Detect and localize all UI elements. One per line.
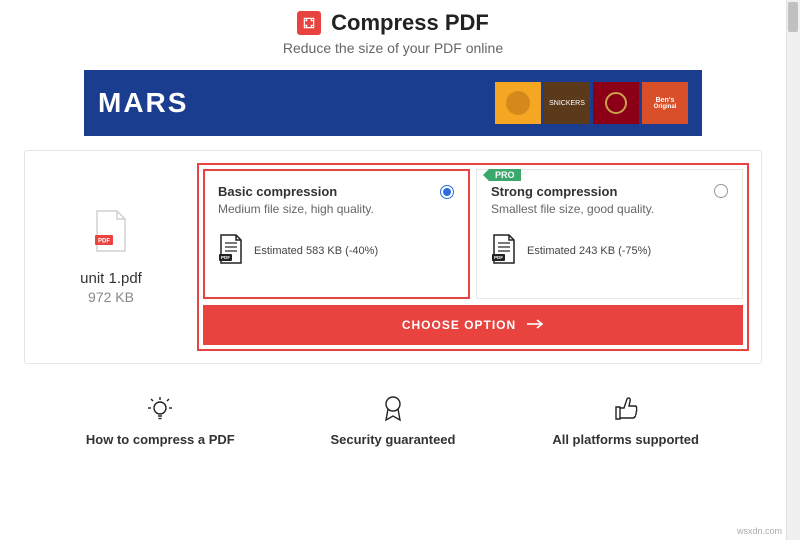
feature-title: All platforms supported bbox=[552, 432, 699, 447]
feature-title: Security guaranteed bbox=[330, 432, 455, 447]
radio-unselected-icon[interactable] bbox=[714, 184, 728, 198]
page-title: Compress PDF bbox=[331, 10, 489, 36]
option-desc: Smallest file size, good quality. bbox=[491, 202, 728, 216]
scroll-thumb[interactable] bbox=[788, 2, 798, 32]
estimate-text: Estimated 243 KB (-75%) bbox=[527, 245, 651, 257]
choose-option-button[interactable]: CHOOSE OPTION bbox=[203, 305, 743, 345]
watermark: wsxdn.com bbox=[737, 526, 782, 536]
svg-text:PDF: PDF bbox=[221, 255, 230, 260]
scrollbar[interactable]: ▲ bbox=[786, 0, 800, 540]
svg-text:PDF: PDF bbox=[98, 239, 110, 245]
features-row: How to compress a PDF Security guarantee… bbox=[24, 394, 762, 447]
ad-brand-text: MARS bbox=[98, 87, 188, 119]
award-icon bbox=[382, 394, 404, 422]
thumbs-up-icon bbox=[613, 394, 639, 422]
svg-text:PDF: PDF bbox=[494, 255, 503, 260]
ad-banner[interactable]: MARS SNICKERS Ben'sOriginal bbox=[84, 70, 702, 136]
arrow-right-icon bbox=[526, 318, 544, 332]
compress-panel: PDF unit 1.pdf 972 KB Basic compression … bbox=[24, 150, 762, 364]
option-desc: Medium file size, high quality. bbox=[218, 202, 455, 216]
estimate-row: PDF Estimated 243 KB (-75%) bbox=[491, 234, 728, 267]
page-subtitle: Reduce the size of your PDF online bbox=[24, 40, 762, 56]
ad-badge: SNICKERS bbox=[544, 82, 590, 124]
ad-badge bbox=[593, 82, 639, 124]
file-size: 972 KB bbox=[88, 289, 134, 305]
page-header: Compress PDF Reduce the size of your PDF… bbox=[24, 10, 762, 56]
pro-badge: PRO bbox=[489, 169, 521, 181]
compress-icon bbox=[297, 11, 321, 35]
option-title: Basic compression bbox=[218, 184, 455, 199]
radio-selected-icon[interactable] bbox=[440, 185, 454, 199]
page-content: Compress PDF Reduce the size of your PDF… bbox=[0, 0, 786, 447]
option-title: Strong compression bbox=[491, 184, 728, 199]
options-column: Basic compression Medium file size, high… bbox=[197, 163, 749, 351]
pdf-file-icon: PDF bbox=[93, 209, 129, 256]
lightbulb-icon bbox=[147, 394, 173, 422]
feature-platforms: All platforms supported bbox=[526, 394, 726, 447]
ad-badge bbox=[495, 82, 541, 124]
document-icon: PDF bbox=[491, 234, 517, 267]
estimate-row: PDF Estimated 583 KB (-40%) bbox=[218, 234, 455, 267]
option-basic[interactable]: Basic compression Medium file size, high… bbox=[203, 169, 470, 299]
option-row: Basic compression Medium file size, high… bbox=[203, 169, 743, 299]
title-row: Compress PDF bbox=[24, 10, 762, 36]
feature-security: Security guaranteed bbox=[293, 394, 493, 447]
option-strong[interactable]: PRO Strong compression Smallest file siz… bbox=[476, 169, 743, 299]
feature-title: How to compress a PDF bbox=[86, 432, 235, 447]
file-column: PDF unit 1.pdf 972 KB bbox=[37, 163, 185, 351]
feature-howto: How to compress a PDF bbox=[60, 394, 260, 447]
ad-badge: Ben'sOriginal bbox=[642, 82, 688, 124]
document-icon: PDF bbox=[218, 234, 244, 267]
ad-badges: SNICKERS Ben'sOriginal bbox=[495, 82, 688, 124]
cta-label: CHOOSE OPTION bbox=[402, 318, 516, 332]
file-name: unit 1.pdf bbox=[80, 270, 142, 287]
estimate-text: Estimated 583 KB (-40%) bbox=[254, 245, 378, 257]
